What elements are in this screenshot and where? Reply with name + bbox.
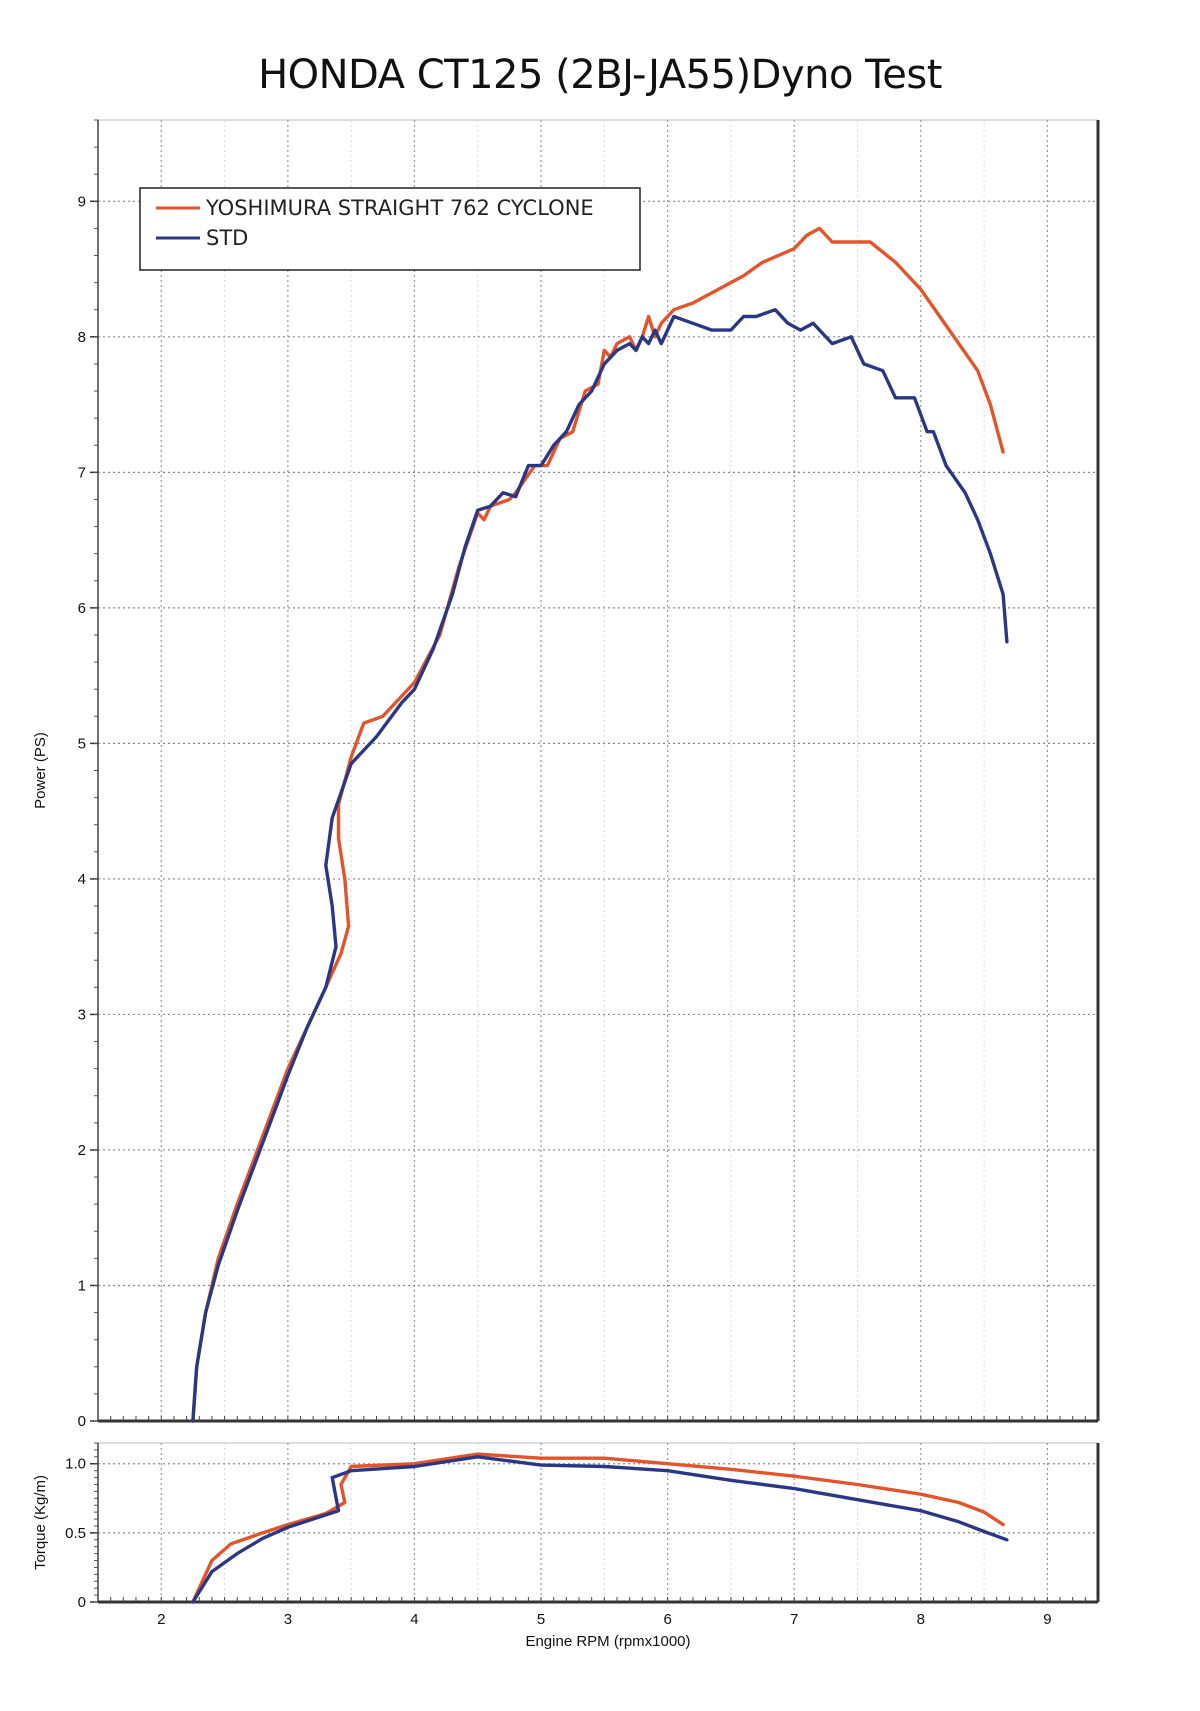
x-tick-label: 7 <box>790 1611 798 1628</box>
legend-label: YOSHIMURA STRAIGHT 762 CYCLONE <box>205 196 594 220</box>
power-y-tick-label: 2 <box>78 1142 86 1159</box>
power-series-std <box>191 308 1009 1423</box>
legend-box <box>139 187 641 271</box>
x-tick-label: 4 <box>410 1611 418 1628</box>
power-plot-area <box>97 119 1099 1422</box>
torque-panel: 0 0.5 1.0 2 3 4 5 6 7 8 9 Engine RPM (rpmx1000) Torq… <box>32 1442 1100 1650</box>
x-tick-label: 3 <box>284 1611 292 1628</box>
chart-title: HONDA CT125 (2BJ-JA55)Dyno Test <box>258 52 942 98</box>
power-series-yoshimura <box>191 226 1005 1423</box>
x-tick-label: 9 <box>1043 1611 1051 1628</box>
power-y-tick-label: 0 <box>78 1413 86 1430</box>
power-y-tick-label: 3 <box>78 1006 86 1023</box>
x-axis-label: Engine RPM (rpmx1000) <box>525 1633 690 1650</box>
power-y-tick-label: 4 <box>78 871 86 888</box>
torque-plot-area <box>97 1442 1099 1603</box>
x-tick-label: 8 <box>917 1611 925 1628</box>
power-y-tick-label: 1 <box>78 1277 86 1294</box>
torque-y-tick-label: 0.5 <box>65 1525 86 1542</box>
power-y-tick-label: 9 <box>78 193 86 210</box>
torque-y-tick-label: 1.0 <box>65 1456 86 1473</box>
power-panel: 0 1 2 3 4 5 6 7 8 9 Power (PS) <box>32 119 1100 1430</box>
power-y-tick-label: 7 <box>78 464 86 481</box>
power-y-tick-label: 5 <box>78 735 86 752</box>
torque-series-std <box>191 1455 1009 1604</box>
x-tick-label: 5 <box>537 1611 545 1628</box>
power-y-axis-label: Power (PS) <box>32 732 49 809</box>
legend: YOSHIMURA STRAIGHT 762 CYCLONE STD <box>139 187 641 271</box>
torque-y-tick-label: 0 <box>78 1594 86 1611</box>
x-tick-label: 6 <box>663 1611 671 1628</box>
x-tick-label: 2 <box>157 1611 165 1628</box>
torque-series-yoshimura <box>191 1452 1005 1604</box>
power-y-tick-label: 8 <box>78 329 86 346</box>
torque-y-axis-label: Torque (Kg/m) <box>32 1475 49 1570</box>
legend-label: STD <box>206 226 248 250</box>
power-y-tick-label: 6 <box>78 600 86 617</box>
